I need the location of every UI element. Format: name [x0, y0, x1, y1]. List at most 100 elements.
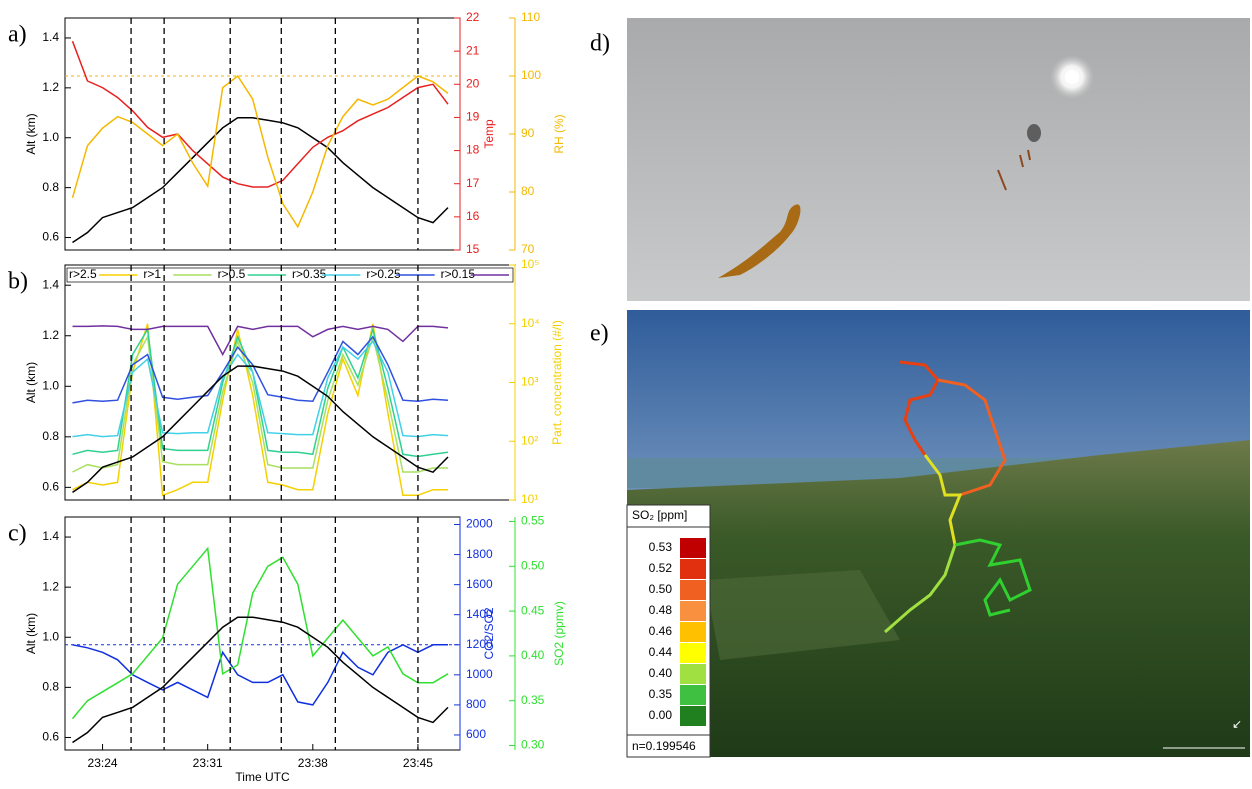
legend-label: 0.52 — [649, 561, 673, 575]
y-tick-label: 1000 — [466, 667, 493, 681]
x-tick-label: 23:31 — [193, 756, 223, 770]
panel-label: e) — [590, 321, 609, 347]
y-tick-label: 2000 — [466, 517, 493, 531]
legend-label: r>0.35 — [292, 267, 327, 281]
y-tick-label: 1800 — [466, 547, 493, 561]
legend-swatch — [680, 580, 706, 600]
panel-label: c) — [8, 521, 27, 547]
y-tick-label: 0.8 — [42, 680, 59, 694]
y-tick-label: 1.4 — [42, 529, 59, 543]
y-tick-label: 1.4 — [42, 277, 59, 291]
y-tick-label: 1.2 — [42, 80, 59, 94]
y-tick-label: 1.0 — [42, 629, 59, 643]
series-line — [73, 76, 449, 227]
figure: ↙ SO₂ [ppm] n=0.199546 d) e) 0.53 0.52 0.5… — [0, 0, 1252, 784]
panel-label: d) — [590, 31, 610, 57]
panel-label: b) — [8, 269, 28, 295]
legend-label: r>2.5 — [69, 267, 97, 281]
legend-note: n=0.199546 — [632, 739, 696, 753]
y-tick-label: 10⁴ — [521, 316, 540, 330]
compass: ↙ — [1232, 717, 1242, 731]
y-tick-label: 0.40 — [521, 648, 545, 662]
legend-label: 0.00 — [649, 708, 673, 722]
y-tick-label: 0.6 — [42, 230, 59, 244]
legend-swatch — [680, 643, 706, 663]
y-tick-label: 10² — [521, 433, 538, 447]
legend-swatch — [680, 559, 706, 579]
y-tick-label: 70 — [521, 242, 535, 256]
legend-swatch — [680, 538, 706, 558]
axis-label: Alt (km) — [24, 113, 38, 154]
sky-photo — [627, 18, 1250, 301]
y-tick-label: 110 — [521, 10, 540, 24]
series-line — [73, 118, 449, 243]
plot-frame — [65, 265, 515, 500]
y-tick-label: 17 — [466, 176, 480, 190]
legend-label: r>0.5 — [218, 267, 246, 281]
series-line — [73, 41, 449, 187]
legend-label: 0.46 — [649, 624, 673, 638]
y-tick-label: 0.55 — [521, 514, 545, 528]
x-tick-label: 23:24 — [88, 756, 118, 770]
y-tick-label: 15 — [466, 242, 480, 256]
y-tick-label: 80 — [521, 184, 535, 198]
axis-label: CO2/SO2 — [482, 607, 496, 659]
sun-core — [1065, 70, 1079, 84]
photo-e: ↙ SO₂ [ppm] n=0.199546 — [627, 310, 1250, 757]
axis-label: Part. concentration (#/l) — [550, 320, 564, 445]
y-tick-label: 16 — [466, 209, 480, 223]
series-line — [73, 326, 449, 355]
legend-label: 0.44 — [649, 645, 673, 659]
y-tick-label: 0.50 — [521, 558, 545, 572]
y-tick-label: 0.6 — [42, 480, 59, 494]
y-tick-label: 1.2 — [42, 579, 59, 593]
legend-swatch — [680, 601, 706, 621]
plot-frame — [65, 517, 460, 750]
y-tick-label: 1.0 — [42, 378, 59, 392]
y-tick-label: 21 — [466, 43, 480, 57]
y-tick-label: 1.0 — [42, 130, 59, 144]
y-tick-label: 90 — [521, 126, 535, 140]
y-tick-label: 22 — [466, 10, 480, 24]
axis-label: SO2 (ppmv) — [552, 601, 566, 666]
y-tick-label: 10¹ — [521, 492, 538, 506]
legend-label: 0.40 — [649, 666, 673, 680]
legend-swatch — [680, 706, 706, 726]
y-tick-label: 100 — [521, 68, 541, 82]
y-tick-label: 1600 — [466, 577, 493, 591]
legend-title: SO₂ [ppm] — [632, 508, 687, 522]
series-line — [73, 617, 449, 742]
legend-swatch — [680, 685, 706, 705]
legend-label: r>0.15 — [441, 267, 476, 281]
y-tick-label: 0.30 — [521, 738, 545, 752]
legend-swatch — [680, 664, 706, 684]
y-tick-label: 0.45 — [521, 603, 545, 617]
legend-label: r>1 — [143, 267, 161, 281]
y-tick-label: 0.6 — [42, 730, 59, 744]
y-tick-label: 600 — [466, 727, 486, 741]
legend-label: r>0.25 — [366, 267, 401, 281]
y-tick-label: 18 — [466, 143, 480, 157]
panel-label: a) — [8, 22, 27, 48]
legend-label: 0.50 — [649, 582, 673, 596]
y-tick-label: 800 — [466, 697, 486, 711]
y-tick-label: 20 — [466, 76, 480, 90]
axis-label: Alt (km) — [24, 362, 38, 403]
balloon — [1027, 124, 1041, 142]
legend-label: 0.53 — [649, 540, 673, 554]
series-line — [73, 548, 449, 718]
x-tick-label: 23:45 — [403, 756, 433, 770]
legend-swatch — [680, 622, 706, 642]
legend-label: 0.48 — [649, 603, 673, 617]
axis-label: Alt (km) — [24, 613, 38, 654]
y-tick-label: 0.35 — [521, 693, 545, 707]
y-tick-label: 19 — [466, 110, 480, 124]
y-tick-label: 1.4 — [42, 30, 59, 44]
x-axis-label: Time UTC — [235, 770, 290, 784]
y-tick-label: 0.8 — [42, 429, 59, 443]
y-tick-label: 10³ — [521, 375, 538, 389]
axis-label: RH (%) — [552, 114, 566, 153]
y-tick-label: 0.8 — [42, 180, 59, 194]
photo-d — [627, 18, 1250, 301]
y-tick-label: 1.2 — [42, 328, 59, 342]
